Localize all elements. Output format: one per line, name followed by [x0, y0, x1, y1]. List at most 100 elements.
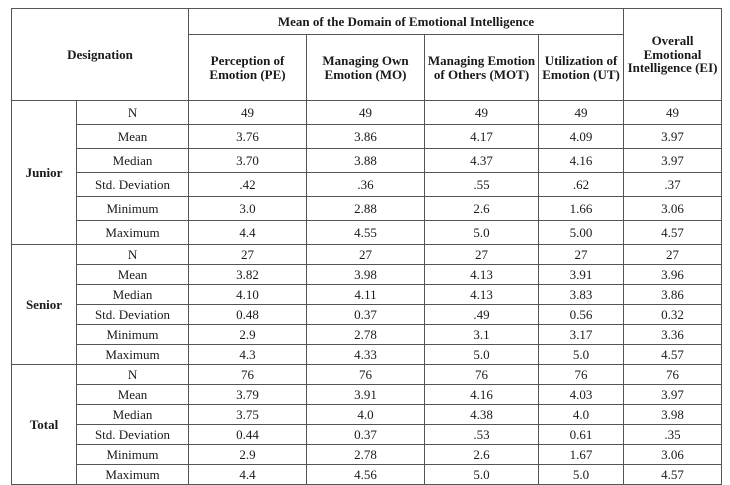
value-cell: 3.88 [306, 148, 426, 173]
stat-label: Std. Deviation [75, 424, 190, 445]
value-cell: 76 [538, 364, 625, 385]
header-mot: Managing Emotion of Others (MOT) [424, 34, 540, 101]
stat-label: Minimum [75, 196, 190, 221]
value-cell: 3.97 [623, 384, 723, 405]
stat-label: N [75, 100, 190, 125]
value-cell: 3.82 [188, 264, 308, 285]
value-cell: 4.4 [188, 464, 308, 485]
table-header: Designation Mean of the Domain of Emotio… [10, 8, 723, 101]
value-cell: 27 [306, 244, 426, 265]
value-cell: 4.17 [424, 124, 540, 149]
header-ut: Utilization of Emotion (UT) [538, 34, 625, 101]
value-cell: .35 [623, 424, 723, 445]
value-cell: .42 [188, 172, 308, 197]
value-cell: 3.06 [623, 444, 723, 465]
value-cell: 1.66 [538, 196, 625, 221]
table-row: Senior N 27 27 27 27 27 [11, 244, 723, 365]
value-cell: 5.0 [424, 344, 540, 365]
table-row: Mean 3.76 3.86 4.17 4.09 3.97 [12, 124, 723, 149]
value-cell: 4.4 [188, 220, 308, 245]
value-cell: 0.61 [538, 424, 625, 445]
value-cell: .49 [424, 304, 540, 325]
value-cell: 4.57 [623, 220, 723, 245]
table-row: Median 3.70 3.88 4.37 4.16 3.97 [12, 148, 723, 173]
value-cell: 2.78 [306, 324, 426, 345]
table-row: Mean 3.79 3.91 4.16 4.03 3.97 [12, 384, 723, 405]
value-cell: .55 [424, 172, 540, 197]
table-row: Minimum 2.9 2.78 3.1 3.17 3.36 [12, 324, 723, 345]
value-cell: 5.0 [538, 464, 625, 485]
table-row: Std. Deviation 0.48 0.37.49 0.56 0.32 [12, 304, 723, 325]
value-cell: 4.16 [424, 384, 540, 405]
value-cell: 3.75 [188, 404, 308, 425]
value-cell: 3.0 [188, 196, 308, 221]
header-domain-group: Mean of the Domain of Emotional Intellig… [188, 8, 625, 35]
stat-label: Std. Deviation [75, 304, 190, 325]
value-cell: 1.67 [538, 444, 625, 465]
value-cell: 4.55 [306, 220, 426, 245]
table-row: Total N 76 76 76 76 76 [11, 364, 723, 485]
value-cell: 3.79 [188, 384, 308, 405]
value-cell: 3.98 [623, 404, 723, 425]
value-cell: 4.10 [188, 284, 308, 305]
stat-label: Median [75, 148, 190, 173]
value-cell: 3.91 [538, 264, 625, 285]
value-cell: .53 [424, 424, 540, 445]
value-cell: 49 [188, 100, 308, 125]
stat-label: Median [75, 284, 190, 305]
stat-label: Median [75, 404, 190, 425]
value-cell: 3.91 [306, 384, 426, 405]
stat-label: Maximum [75, 220, 190, 245]
value-cell: 0.44 [188, 424, 308, 445]
value-cell: 5.0 [424, 220, 540, 245]
value-cell: 0.56 [538, 304, 625, 325]
header-mo: Managing Own Emotion (MO) [306, 34, 426, 101]
value-cell: 76 [306, 364, 426, 385]
value-cell: 0.37 [306, 304, 426, 325]
value-cell: 76 [424, 364, 540, 385]
value-cell: 2.6 [424, 444, 540, 465]
value-cell: .62 [538, 172, 625, 197]
value-cell: 4.11 [306, 284, 426, 305]
value-cell: 4.3 [188, 344, 308, 365]
table-row: Maximum 4.4 4.55 5.0 5.00 4.57 [12, 220, 723, 245]
table-row: Std. Deviation .42.36.55.62.37 [12, 172, 723, 197]
stat-label: Maximum [75, 344, 190, 365]
value-cell: 4.0 [538, 404, 625, 425]
value-cell: 76 [188, 364, 308, 385]
table-row: Std. Deviation 0.44 0.37.53 0.61.35 [12, 424, 723, 445]
table-row: Minimum 3.0 2.88 2.6 1.66 3.06 [12, 196, 723, 221]
table-body: Junior N 49 49 49 49 49 Mean 3.76 3.86 4.17 4.09 3.9… [11, 100, 723, 485]
value-cell: 3.70 [188, 148, 308, 173]
value-cell: 5.0 [538, 344, 625, 365]
stat-label: Minimum [75, 324, 190, 345]
value-cell: 5.0 [424, 464, 540, 485]
value-cell: 0.32 [623, 304, 723, 325]
value-cell: 4.38 [424, 404, 540, 425]
value-cell: 4.33 [306, 344, 426, 365]
stat-label: N [75, 364, 190, 385]
value-cell: 2.88 [306, 196, 426, 221]
value-cell: .37 [623, 172, 723, 197]
value-cell: 4.13 [424, 264, 540, 285]
value-cell: 49 [623, 100, 723, 125]
value-cell: 3.98 [306, 264, 426, 285]
value-cell: 3.36 [623, 324, 723, 345]
value-cell: 4.56 [306, 464, 426, 485]
header-designation: Designation [10, 8, 190, 101]
value-cell: 49 [424, 100, 540, 125]
stat-label: Mean [75, 264, 190, 285]
value-cell: 3.1 [424, 324, 540, 345]
stat-label: Mean [75, 384, 190, 405]
group-label: Senior [11, 244, 77, 365]
value-cell: 3.83 [538, 284, 625, 305]
group-label: Total [11, 364, 77, 485]
value-cell: 4.57 [623, 464, 723, 485]
value-cell: 27 [623, 244, 723, 265]
value-cell: 0.48 [188, 304, 308, 325]
table-row: Median 3.75 4.0 4.38 4.0 3.98 [12, 404, 723, 425]
value-cell: 3.97 [623, 148, 723, 173]
value-cell: 2.9 [188, 444, 308, 465]
value-cell: 49 [538, 100, 625, 125]
table-row: Minimum 2.9 2.78 2.6 1.67 3.06 [12, 444, 723, 465]
